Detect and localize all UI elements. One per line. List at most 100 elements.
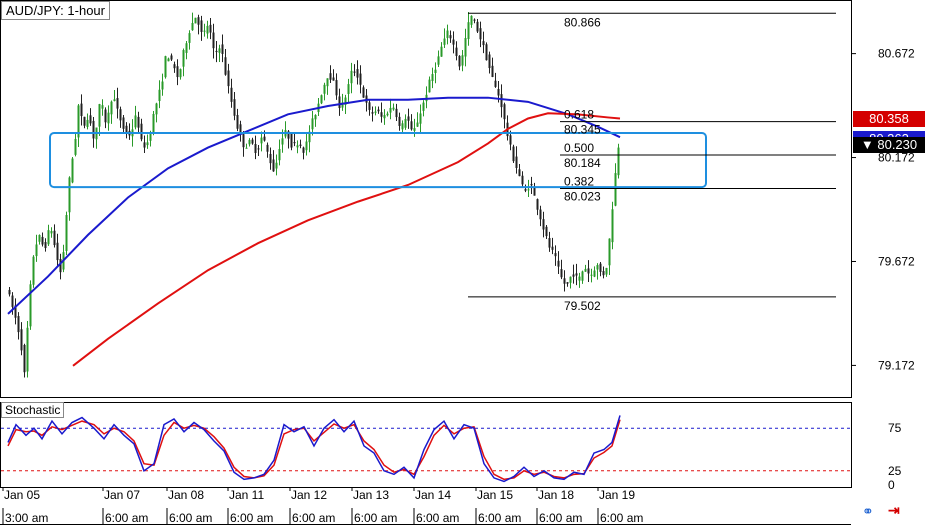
arrow-icon[interactable]: ⇥ xyxy=(888,502,900,518)
candle-body xyxy=(512,146,515,162)
link-icon[interactable]: ⚭ xyxy=(862,503,874,519)
candle-body xyxy=(617,147,620,176)
candle-body xyxy=(446,30,449,38)
x-label-1: Jan 07 xyxy=(104,488,140,502)
y-tick-label-1: 80.172 xyxy=(878,151,915,165)
candle-body xyxy=(125,125,128,132)
candle-body xyxy=(83,116,86,126)
candle-body xyxy=(371,112,374,114)
candle-body xyxy=(578,276,581,281)
candle-body xyxy=(236,114,239,129)
time-label-8: 6:00 am xyxy=(539,511,582,525)
x-label-4: Jan 12 xyxy=(291,488,327,502)
candle-body xyxy=(146,142,149,146)
candle-body xyxy=(320,95,323,104)
time-label-3: 6:00 am xyxy=(230,511,273,525)
candle-body xyxy=(452,39,455,45)
candle-body xyxy=(269,153,272,164)
candle-body xyxy=(350,70,353,84)
candle-body xyxy=(362,87,365,98)
candle-body xyxy=(299,144,302,146)
time-label-2: 6:00 am xyxy=(169,511,212,525)
candle-body xyxy=(572,274,575,277)
candle-body xyxy=(575,273,578,276)
candle-body xyxy=(296,145,299,148)
candle-body xyxy=(458,55,461,67)
x-label-0: Jan 05 xyxy=(4,488,40,502)
candle-body xyxy=(479,28,482,40)
candle-body xyxy=(503,104,506,120)
x-label-3: Jan 11 xyxy=(229,488,264,502)
candle-body xyxy=(380,112,383,117)
candle-body xyxy=(428,79,431,93)
fib-label-ratio-1: 0.500 xyxy=(564,141,594,155)
fib-label-high: 80.866 xyxy=(564,15,601,29)
candle-body xyxy=(548,238,551,248)
candle-body xyxy=(233,99,236,116)
candle-body xyxy=(551,246,554,250)
current-price-marker: ▼ xyxy=(860,137,874,153)
candle-body xyxy=(26,327,29,372)
candle-body xyxy=(323,84,326,94)
candle-body xyxy=(557,260,560,267)
candle-body xyxy=(389,107,392,113)
candle-body xyxy=(443,38,446,45)
candle-body xyxy=(335,80,338,96)
candle-body xyxy=(326,78,329,87)
candle-body xyxy=(290,133,293,148)
candle-body xyxy=(266,144,269,152)
candle-body xyxy=(359,73,362,85)
time-label-9: 6:00 am xyxy=(600,511,643,525)
candle-body xyxy=(314,114,317,120)
candle-body xyxy=(197,17,200,25)
x-label-2: Jan 08 xyxy=(168,488,204,502)
candle-body xyxy=(203,30,206,32)
y-tick-label-2: 79.672 xyxy=(878,254,915,268)
candle-body xyxy=(35,244,38,257)
candle-body xyxy=(278,149,281,161)
candle-body xyxy=(110,101,113,115)
candle-body xyxy=(140,123,143,140)
candle-body xyxy=(545,226,548,237)
candle-body xyxy=(491,65,494,77)
candle-body xyxy=(485,44,488,61)
candle-body xyxy=(461,55,464,66)
sma-fast-line xyxy=(7,96,621,315)
candle-body xyxy=(419,113,422,124)
fib-label-low: 79.502 xyxy=(564,299,601,313)
candle-body xyxy=(281,138,284,145)
candle-body xyxy=(434,69,437,74)
candle-body xyxy=(470,15,473,25)
candle-body xyxy=(173,64,176,69)
candle-body xyxy=(170,55,173,60)
sma-slow-line xyxy=(72,112,621,367)
candle-body xyxy=(221,44,224,54)
y-tick-label-0: 80.672 xyxy=(878,47,915,61)
candle-body xyxy=(386,113,389,116)
candle-body xyxy=(149,133,152,141)
candle-body xyxy=(32,256,35,285)
candle-body xyxy=(422,102,425,111)
stoch-level-label-1: 25 xyxy=(888,464,902,478)
x-label-7: Jan 15 xyxy=(477,488,513,502)
candle-body xyxy=(104,109,107,123)
candle-body xyxy=(77,105,80,138)
candle-body xyxy=(239,124,242,135)
candle-body xyxy=(563,278,566,284)
indicator-label: Stochastic xyxy=(1,402,65,418)
candle-body xyxy=(218,48,221,53)
candle-body xyxy=(302,147,305,153)
candle-body xyxy=(311,118,314,130)
candle-body xyxy=(287,131,290,139)
candle-body xyxy=(539,209,542,220)
candle-body xyxy=(119,109,122,121)
time-label-5: 6:00 am xyxy=(354,511,397,525)
candle-body xyxy=(605,267,608,275)
candle-body xyxy=(11,295,14,307)
candle-body xyxy=(215,50,218,53)
candle-body xyxy=(248,139,251,145)
candle-body xyxy=(530,183,533,186)
candle-body xyxy=(29,284,32,327)
candle-body xyxy=(44,242,47,249)
